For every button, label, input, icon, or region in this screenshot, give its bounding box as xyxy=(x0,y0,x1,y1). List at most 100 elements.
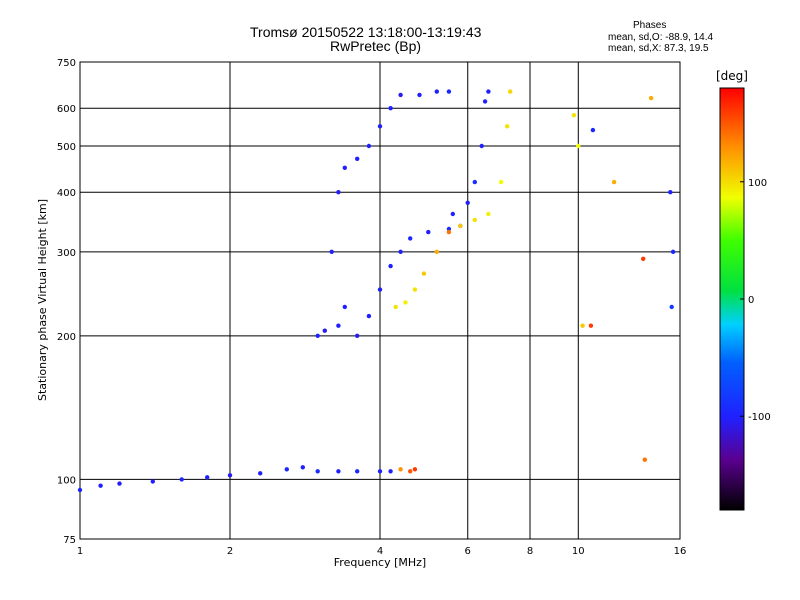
data-point xyxy=(377,469,383,474)
data-point xyxy=(300,465,305,470)
y-tick-label: 400 xyxy=(57,188,76,199)
data-point xyxy=(611,179,617,185)
data-point xyxy=(486,89,491,94)
data-point xyxy=(641,256,646,261)
data-point xyxy=(205,475,210,480)
data-point xyxy=(284,467,289,472)
phase-o-stats: mean, sd,O: -88.9, 14.4 xyxy=(608,32,714,43)
x-tick-label: 4 xyxy=(377,546,383,557)
data-point xyxy=(377,287,383,292)
data-point xyxy=(486,211,491,217)
data-point xyxy=(417,92,422,98)
data-point xyxy=(669,304,674,310)
data-point xyxy=(388,469,393,474)
data-point xyxy=(355,156,360,161)
data-point xyxy=(426,229,431,235)
data-point xyxy=(366,143,372,149)
data-point xyxy=(179,477,184,482)
data-point xyxy=(479,143,484,149)
data-point xyxy=(446,229,452,235)
data-point xyxy=(322,328,327,333)
data-point xyxy=(398,249,403,254)
y-axis-ticks: 75 100 200 300 400 500 600 750 xyxy=(57,58,76,546)
colorbar-label: [deg] xyxy=(716,69,748,83)
x-tick-label: 16 xyxy=(674,546,687,557)
data-point xyxy=(576,143,581,149)
y-tick-label: 200 xyxy=(57,332,76,343)
data-point xyxy=(336,190,341,195)
data-point xyxy=(355,469,360,474)
chart-title: Tromsø 20150522 13:18:00-13:19:43 xyxy=(250,24,482,40)
y-tick-label: 500 xyxy=(57,142,76,153)
data-point xyxy=(117,481,122,486)
data-points xyxy=(77,89,676,493)
y-axis-label: Stationary phase Virtual Height [km] xyxy=(36,199,49,401)
grid-lines xyxy=(80,62,680,539)
colorbar-tick-label: 100 xyxy=(748,178,767,189)
y-tick-label: 300 xyxy=(57,248,76,259)
colorbar-tick-label: 0 xyxy=(748,295,754,306)
data-point xyxy=(336,323,341,328)
data-point xyxy=(342,304,347,310)
y-tick-label: 75 xyxy=(63,535,76,546)
x-tick-label: 2 xyxy=(227,546,233,557)
data-point xyxy=(366,313,372,319)
phase-x-stats: mean, sd,X: 87.3, 19.5 xyxy=(608,43,709,54)
data-point xyxy=(450,211,455,217)
data-point xyxy=(446,89,452,94)
chart-subtitle: RwPretec (Bp) xyxy=(330,38,422,54)
data-point xyxy=(588,323,594,328)
data-point xyxy=(342,165,347,170)
x-axis-ticks: 1 2 4 6 8 10 16 xyxy=(77,546,687,557)
data-point xyxy=(388,263,393,269)
data-point xyxy=(670,249,676,254)
data-point xyxy=(315,469,320,474)
x-axis-label: Frequency [MHz] xyxy=(334,556,426,569)
data-point xyxy=(412,287,418,292)
x-tick-label: 1 xyxy=(77,546,83,557)
data-point xyxy=(482,99,488,104)
data-point xyxy=(668,190,673,195)
x-tick-label: 6 xyxy=(465,546,471,557)
y-tick-label: 600 xyxy=(57,104,76,115)
data-point xyxy=(446,226,452,232)
data-point xyxy=(258,471,263,476)
y-tick-label: 100 xyxy=(57,475,76,486)
data-point xyxy=(393,304,398,310)
colorbar-tick-label: -100 xyxy=(748,412,771,423)
data-point xyxy=(590,127,596,133)
data-point xyxy=(403,300,408,305)
data-point xyxy=(498,179,504,185)
data-point xyxy=(388,106,393,111)
colorbar-ticks: 100 0 -100 xyxy=(740,178,771,423)
data-point xyxy=(398,92,403,98)
data-point xyxy=(421,271,427,276)
x-tick-label: 10 xyxy=(572,546,585,557)
data-point xyxy=(408,236,413,241)
y-tick-label: 750 xyxy=(57,58,76,69)
data-point xyxy=(98,483,103,488)
data-point xyxy=(508,89,513,94)
data-point xyxy=(434,249,439,254)
data-point xyxy=(505,124,510,129)
data-point xyxy=(434,89,439,94)
data-point xyxy=(408,469,413,474)
data-point xyxy=(336,469,341,474)
data-point xyxy=(77,487,83,493)
x-tick-label: 8 xyxy=(527,546,533,557)
data-point xyxy=(571,113,577,118)
data-point xyxy=(412,467,418,472)
data-point xyxy=(465,200,470,205)
phases-label: Phases xyxy=(633,20,667,31)
data-point xyxy=(355,333,360,338)
data-point xyxy=(472,217,477,223)
data-point xyxy=(315,333,320,338)
data-point xyxy=(580,323,585,328)
data-point xyxy=(227,473,233,478)
data-point xyxy=(642,457,647,462)
data-point xyxy=(329,249,334,254)
data-point xyxy=(377,124,383,129)
data-point xyxy=(150,479,155,484)
data-point xyxy=(398,467,403,472)
data-point xyxy=(648,95,654,101)
